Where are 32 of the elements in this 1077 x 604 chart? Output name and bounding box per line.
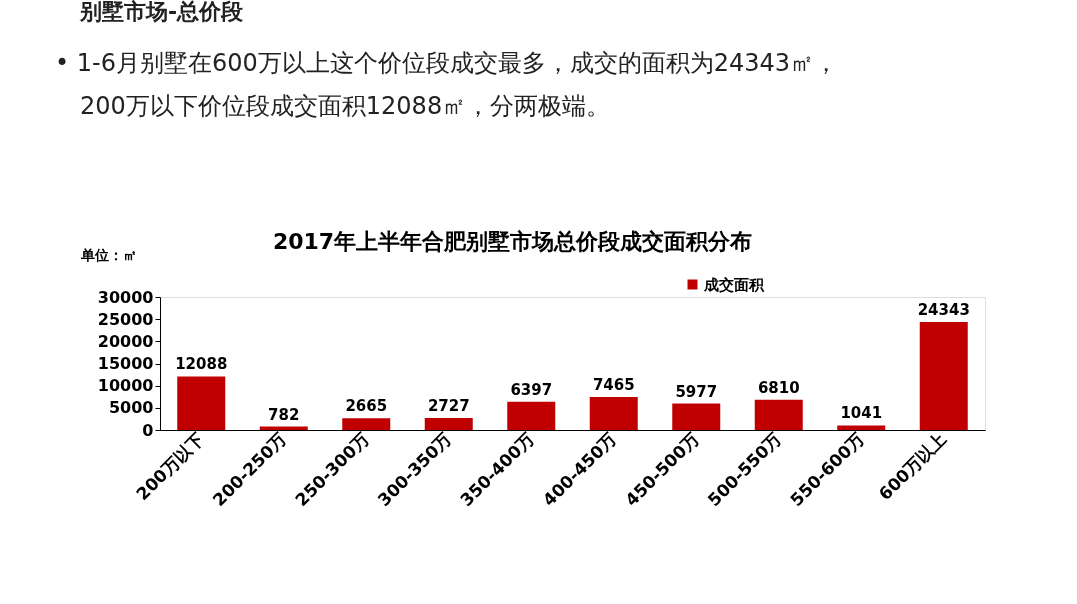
data-label: 12088 <box>175 355 228 374</box>
y-tick-label: 20000 <box>97 331 154 351</box>
y-tick-label: 30000 <box>97 287 154 307</box>
bar <box>177 376 226 430</box>
data-label: 24343 <box>917 301 970 320</box>
data-label: 5977 <box>675 382 718 401</box>
y-tick-label: 0 <box>142 420 154 440</box>
data-label: 6397 <box>510 380 553 399</box>
y-tick-label: 25000 <box>97 309 154 329</box>
text: • 1-6月别墅在600万以上这个价位段成交最多，成交的面积为24343㎡， <box>55 49 839 77</box>
y-tick-label: 5000 <box>108 398 154 418</box>
data-label: 2727 <box>427 396 470 415</box>
bar <box>424 417 473 430</box>
bar <box>919 322 968 430</box>
data-label: 6810 <box>757 378 800 397</box>
y-tick-label: 10000 <box>97 376 154 396</box>
data-label: 782 <box>268 405 300 424</box>
bar <box>837 425 886 430</box>
data-label: 1041 <box>840 404 883 423</box>
text: 200万以下价位段成交面积12088㎡，分两极端。 <box>80 92 611 120</box>
chart-title: 2017年上半年合肥别墅市场总价段成交面积分布 <box>272 229 753 254</box>
bar <box>507 401 556 430</box>
legend-label: 成交面积 <box>703 275 765 294</box>
text: 别墅市场-总价段 <box>79 0 245 24</box>
bar <box>754 399 803 430</box>
bar <box>672 403 721 430</box>
data-label: 2665 <box>345 397 388 416</box>
bar <box>342 418 391 430</box>
bar <box>589 396 638 430</box>
y-tick-label: 15000 <box>97 354 154 373</box>
y-axis-title: 单位：㎡ <box>79 246 137 263</box>
data-label: 7465 <box>592 375 635 394</box>
